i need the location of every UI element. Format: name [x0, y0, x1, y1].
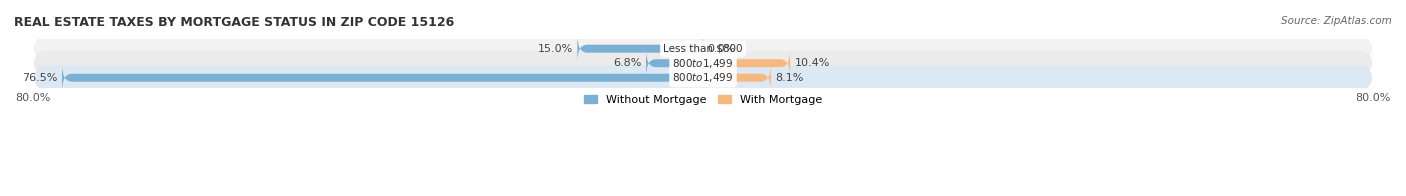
- Text: 15.0%: 15.0%: [538, 44, 574, 54]
- Text: 0.0%: 0.0%: [707, 44, 735, 54]
- Text: Less than $800: Less than $800: [664, 44, 742, 54]
- Text: REAL ESTATE TAXES BY MORTGAGE STATUS IN ZIP CODE 15126: REAL ESTATE TAXES BY MORTGAGE STATUS IN …: [14, 16, 454, 29]
- FancyBboxPatch shape: [703, 50, 790, 77]
- FancyBboxPatch shape: [32, 66, 1374, 90]
- FancyBboxPatch shape: [693, 35, 713, 62]
- Legend: Without Mortgage, With Mortgage: Without Mortgage, With Mortgage: [579, 91, 827, 109]
- FancyBboxPatch shape: [32, 51, 1374, 75]
- Text: 8.1%: 8.1%: [775, 73, 803, 83]
- Text: 76.5%: 76.5%: [22, 73, 58, 83]
- FancyBboxPatch shape: [32, 37, 1374, 61]
- Text: 10.4%: 10.4%: [794, 58, 830, 68]
- FancyBboxPatch shape: [645, 50, 703, 77]
- Text: $800 to $1,499: $800 to $1,499: [672, 71, 734, 84]
- Text: Source: ZipAtlas.com: Source: ZipAtlas.com: [1281, 16, 1392, 26]
- FancyBboxPatch shape: [703, 64, 770, 91]
- Text: $800 to $1,499: $800 to $1,499: [672, 57, 734, 70]
- FancyBboxPatch shape: [62, 64, 703, 91]
- FancyBboxPatch shape: [578, 35, 703, 62]
- Text: 6.8%: 6.8%: [613, 58, 641, 68]
